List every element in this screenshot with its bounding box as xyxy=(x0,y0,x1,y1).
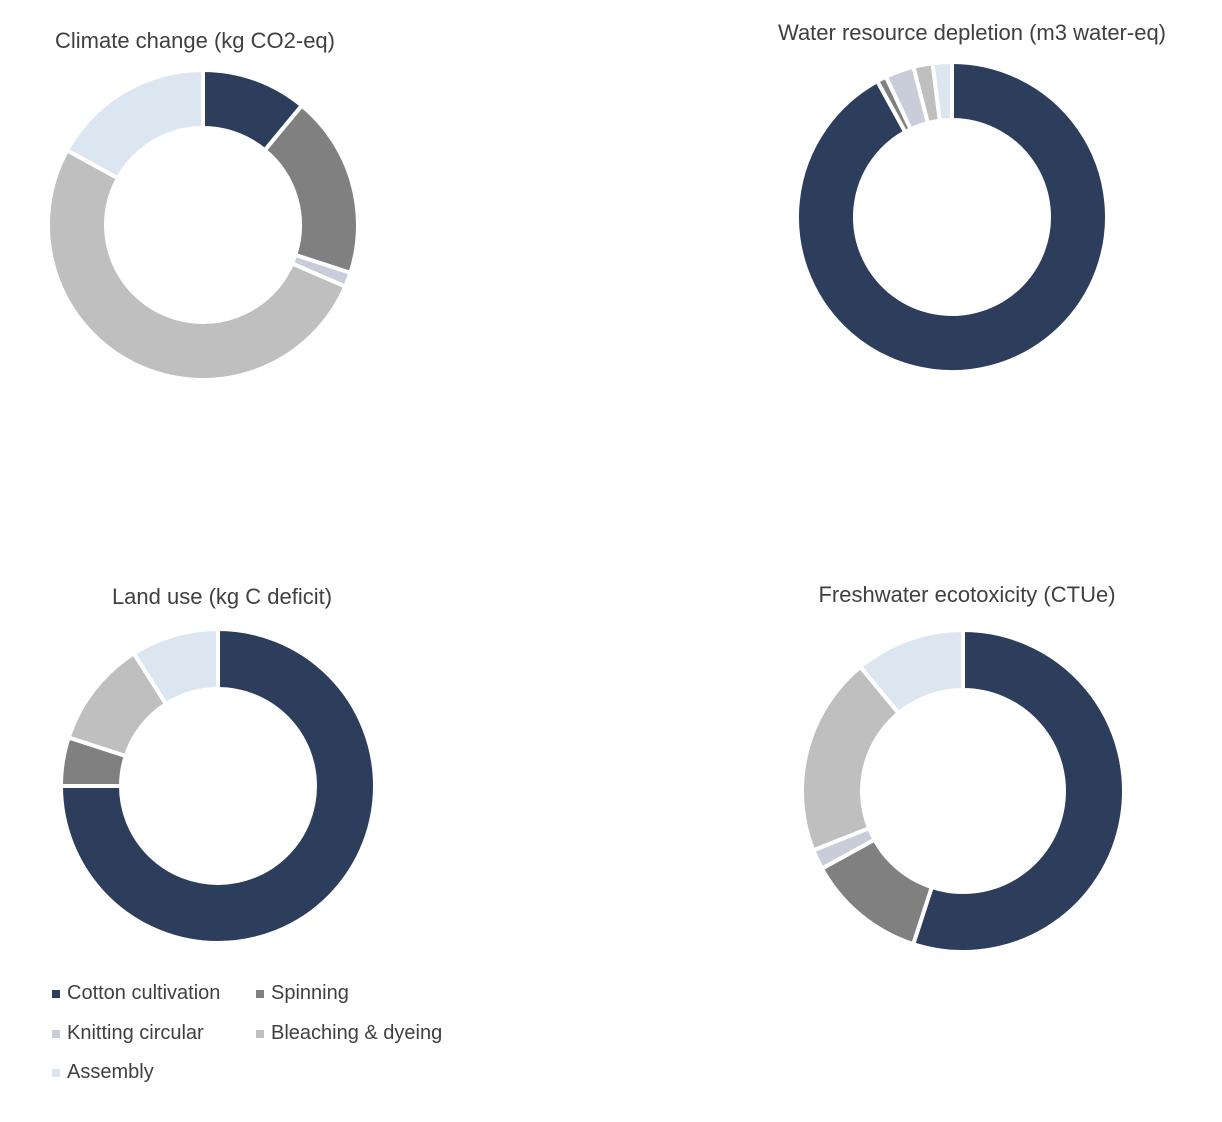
legend-label: Knitting circular xyxy=(67,1022,204,1044)
legend-label: Cotton cultivation xyxy=(67,982,221,1004)
legend-swatch-bleaching xyxy=(256,1029,264,1038)
donut-slice-freshwater-ecotoxicity-assembly xyxy=(857,627,965,716)
legend-item-bleaching-dyeing: Bleaching & dyeing xyxy=(256,1022,442,1045)
donut-slice-climate-change-assembly xyxy=(64,67,205,181)
donut-slice-water-depletion-cotton-cultivation xyxy=(795,59,1109,374)
donut-slice-land-use-assembly xyxy=(131,626,220,707)
chart-title-land-use: Land use (kg C deficit) xyxy=(111,584,333,609)
legend-label: Assembly xyxy=(67,1061,154,1083)
donut-slice-water-depletion-assembly xyxy=(930,59,954,123)
legend-swatch-knitting xyxy=(52,1029,60,1038)
legend-item-knitting-circular: Knitting circular xyxy=(52,1022,204,1045)
chart-title-climate-change: Climate change (kg CO2-eq) xyxy=(54,28,336,53)
legend-swatch-cotton xyxy=(52,989,60,998)
donut-slice-climate-change-bleaching-dyeing xyxy=(46,147,348,382)
chart-title-water-depletion: Water resource depletion (m3 water-eq) xyxy=(777,20,1167,45)
donut-slice-climate-change-spinning xyxy=(262,102,360,276)
legend-label: Bleaching & dyeing xyxy=(271,1022,443,1044)
legend-swatch-spinning xyxy=(256,989,264,998)
legend-item-assembly: Assembly xyxy=(52,1061,154,1084)
legend-item-spinning: Spinning xyxy=(256,982,349,1005)
chart-title-freshwater-ecotoxicity: Freshwater ecotoxicity (CTUe) xyxy=(818,582,1116,607)
donut-slice-land-use-cotton-cultivation xyxy=(58,626,377,945)
legend-swatch-assembly xyxy=(52,1068,60,1077)
legend-label: Spinning xyxy=(271,982,349,1004)
donut-slice-freshwater-ecotoxicity-cotton-cultivation xyxy=(910,627,1126,954)
legend-item-cotton-cultivation: Cotton cultivation xyxy=(52,982,220,1005)
